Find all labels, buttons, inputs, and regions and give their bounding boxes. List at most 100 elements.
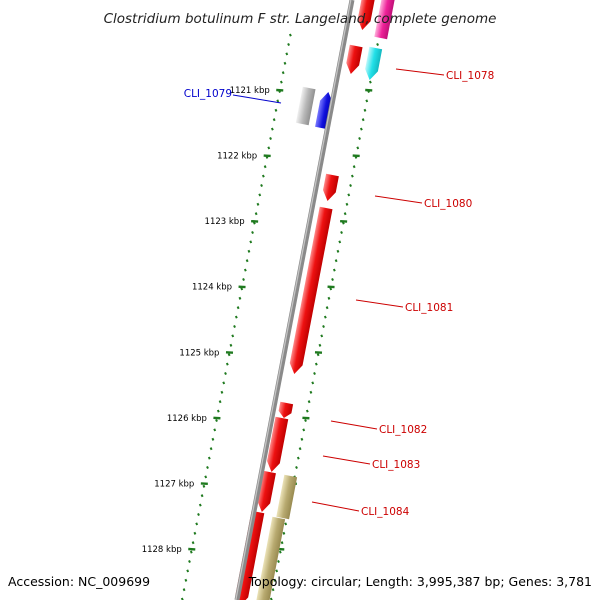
dot-mark — [307, 400, 311, 404]
gene-arrow[interactable] — [265, 416, 289, 473]
topology-text: Topology: circular; Length: 3,995,387 bp… — [248, 574, 592, 589]
gene-label[interactable]: CLI_1078 — [446, 70, 494, 82]
dot-mark — [361, 118, 365, 122]
dot-mark — [213, 428, 217, 432]
backbone-highlight — [235, 0, 352, 600]
dot-mark — [269, 136, 272, 141]
gene-arrow[interactable] — [288, 206, 333, 375]
gene-shape[interactable] — [295, 86, 316, 126]
dot-mark — [231, 334, 235, 338]
dot-mark — [211, 437, 215, 441]
dot-mark — [233, 324, 236, 329]
dot-mark — [352, 165, 356, 169]
gene-shape[interactable] — [276, 474, 298, 520]
gene-label[interactable]: CLI_1083 — [372, 459, 420, 471]
dot-mark — [260, 183, 263, 188]
dot-mark — [197, 512, 200, 517]
dot-mark — [229, 343, 233, 347]
dot-mark — [316, 353, 320, 357]
dot-mark — [347, 193, 351, 197]
dot-mark — [193, 531, 197, 535]
dot-mark — [256, 202, 260, 206]
dot-mark — [343, 212, 347, 216]
dot-mark — [345, 202, 349, 206]
dot-mark — [304, 418, 307, 423]
gene-label[interactable]: CLI_1081 — [405, 302, 453, 314]
dot-mark — [271, 588, 275, 592]
gene-box[interactable] — [295, 86, 316, 126]
dot-mark — [305, 409, 309, 413]
gene-leader-line — [330, 420, 378, 430]
kbp-tick-label: 1122 kbp — [217, 152, 257, 162]
dot-mark — [251, 230, 254, 235]
kbp-tick-label: 1121 kbp — [230, 86, 270, 96]
dot-mark — [327, 296, 331, 300]
gene-arrow[interactable] — [321, 173, 339, 202]
dot-mark — [222, 381, 226, 385]
dot-mark — [296, 456, 300, 460]
dot-mark — [278, 550, 282, 554]
gene-shape[interactable] — [265, 416, 289, 473]
gene-box[interactable] — [255, 516, 286, 600]
gene-shape[interactable] — [374, 0, 396, 40]
kbp-tick-label: 1127 kbp — [154, 479, 194, 489]
dot-mark — [318, 343, 322, 347]
gene-shape[interactable] — [363, 46, 383, 81]
dot-mark — [331, 277, 334, 282]
dot-mark — [258, 193, 262, 197]
gene-box[interactable] — [276, 474, 298, 520]
gene-shape[interactable] — [288, 206, 333, 375]
gene-arrow[interactable] — [344, 44, 363, 75]
dot-mark — [273, 578, 277, 582]
gene-shape[interactable] — [321, 173, 339, 202]
dot-mark — [363, 108, 367, 112]
dot-mark — [277, 559, 280, 564]
gene-shape[interactable] — [277, 401, 294, 419]
gene-shape[interactable] — [356, 0, 376, 31]
dot-mark — [287, 42, 290, 47]
dot-mark — [206, 465, 209, 470]
dot-mark — [274, 108, 278, 112]
kbp-tick-label: 1123 kbp — [205, 217, 245, 227]
dot-mark — [336, 249, 340, 253]
gene-leader-line — [395, 68, 445, 76]
dot-mark — [200, 494, 204, 498]
gene-arrow[interactable] — [356, 0, 376, 31]
gene-arrow[interactable] — [363, 46, 383, 81]
gene-shape[interactable] — [255, 516, 286, 600]
kbp-tick-label: 1128 kbp — [142, 545, 182, 555]
dot-mark — [314, 362, 318, 366]
dot-mark — [236, 306, 240, 310]
dot-mark — [376, 42, 379, 47]
gene-leader-line — [232, 94, 282, 104]
dot-mark — [189, 550, 193, 554]
dot-mark — [288, 33, 292, 37]
gene-leader-line — [374, 195, 423, 204]
dot-mark — [254, 212, 258, 216]
dot-mark — [220, 390, 224, 394]
dot-mark — [285, 52, 289, 56]
gene-box[interactable] — [374, 0, 396, 40]
dot-mark — [302, 428, 306, 432]
dot-mark — [358, 136, 361, 141]
gene-arrow[interactable] — [277, 401, 294, 419]
tick-dot-tracks — [180, 33, 379, 600]
dot-mark — [275, 569, 279, 573]
dot-mark — [323, 315, 327, 319]
dot-mark — [186, 569, 190, 573]
accession-text: Accession: NC_009699 — [8, 574, 150, 589]
gene-label[interactable]: CLI_1080 — [424, 198, 472, 210]
dot-mark — [184, 578, 188, 582]
dot-mark — [320, 334, 324, 338]
gene-label[interactable]: CLI_1079 — [184, 88, 232, 100]
dot-mark — [242, 277, 245, 282]
gene-label[interactable]: CLI_1084 — [361, 506, 410, 518]
dot-mark — [282, 531, 286, 535]
gene-shape[interactable] — [344, 44, 363, 75]
dot-mark — [349, 183, 352, 188]
gene-label[interactable]: CLI_1082 — [379, 424, 427, 436]
dot-mark — [209, 447, 213, 451]
dot-mark — [284, 522, 288, 526]
